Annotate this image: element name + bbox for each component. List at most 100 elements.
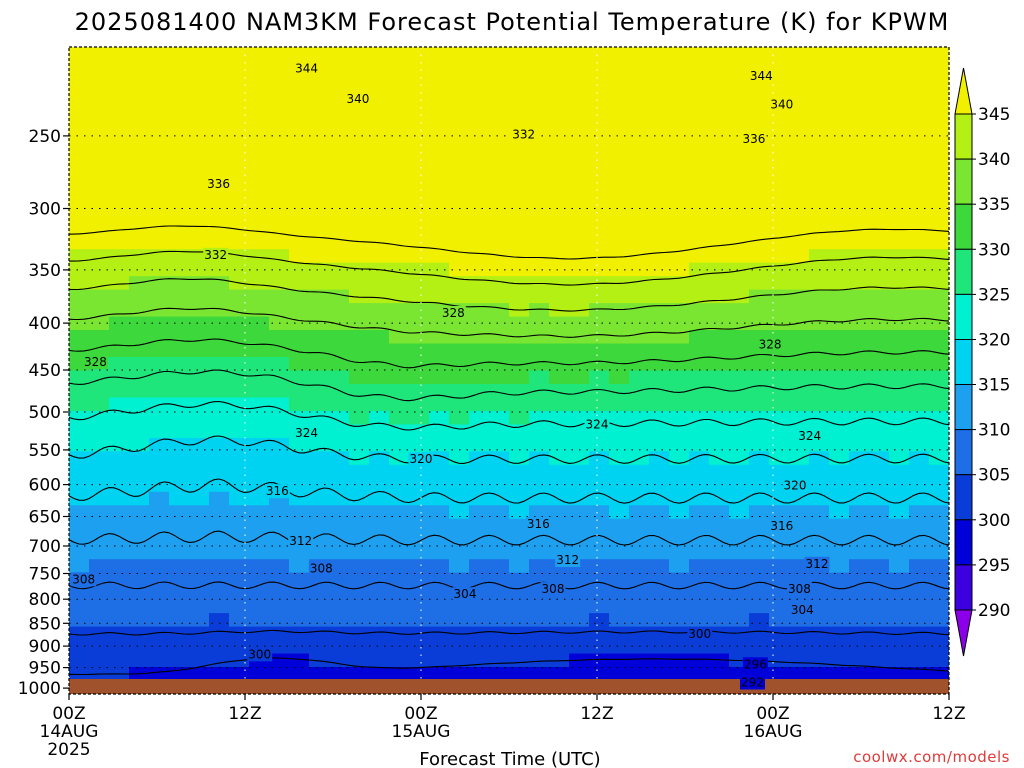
field-cell xyxy=(129,464,150,479)
field-cell xyxy=(929,478,949,493)
field-cell xyxy=(369,599,390,614)
field-cell xyxy=(429,154,450,169)
field-cell xyxy=(869,437,890,452)
field-cell xyxy=(329,491,350,506)
field-cell xyxy=(69,114,90,129)
field-cell xyxy=(829,518,850,533)
field-cell xyxy=(929,559,949,574)
contour-label: 340 xyxy=(346,92,369,106)
field-cell xyxy=(449,47,470,62)
field-cell xyxy=(429,208,450,223)
field-cell xyxy=(369,127,390,142)
field-cell xyxy=(469,559,490,574)
field-cell xyxy=(429,87,450,102)
field-cell xyxy=(549,235,570,250)
field-cell xyxy=(749,357,770,372)
field-cell xyxy=(809,60,830,75)
field-cell xyxy=(409,505,430,520)
field-cell xyxy=(589,303,610,318)
field-cell xyxy=(229,451,250,466)
field-cell xyxy=(69,653,90,668)
field-cell xyxy=(569,599,590,614)
field-cell xyxy=(749,599,770,614)
field-cell xyxy=(749,316,770,331)
field-cell xyxy=(109,559,130,574)
field-cell xyxy=(489,60,510,75)
field-cell xyxy=(129,262,150,277)
field-cell xyxy=(249,667,270,682)
field-cell xyxy=(149,613,170,628)
field-cell xyxy=(229,330,250,345)
field-cell xyxy=(369,249,390,264)
field-cell xyxy=(809,235,830,250)
field-cell xyxy=(569,626,590,641)
field-cell xyxy=(789,235,810,250)
field-cell xyxy=(69,505,90,520)
field-cell xyxy=(129,410,150,426)
field-cell xyxy=(329,437,350,452)
field-cell xyxy=(289,343,310,358)
field-cell xyxy=(349,613,370,628)
field-cell xyxy=(469,316,490,331)
field-cell xyxy=(589,653,610,668)
field-cell xyxy=(329,613,350,628)
field-cell xyxy=(609,303,630,318)
field-cell xyxy=(849,289,870,304)
field-cell xyxy=(329,60,350,75)
field-cell xyxy=(69,518,90,533)
field-cell xyxy=(669,357,690,372)
field-cell xyxy=(409,653,430,668)
field-cell xyxy=(189,303,210,318)
colorbar-swatch xyxy=(954,293,973,340)
field-cell xyxy=(669,154,690,169)
field-cell xyxy=(889,599,910,614)
field-cell xyxy=(509,195,530,210)
field-cell xyxy=(489,47,510,62)
field-cell xyxy=(849,100,870,115)
field-cell xyxy=(429,100,450,115)
field-cell xyxy=(189,383,210,399)
field-cell xyxy=(449,208,470,223)
field-cell xyxy=(409,235,430,250)
field-cell xyxy=(629,464,650,479)
field-cell xyxy=(809,222,830,237)
field-cell xyxy=(109,235,130,250)
field-cell xyxy=(709,613,730,628)
field-cell xyxy=(89,195,110,210)
field-cell xyxy=(469,451,490,466)
field-cell xyxy=(829,262,850,277)
field-cell xyxy=(229,127,250,142)
field-cell xyxy=(489,586,510,601)
field-cell xyxy=(89,545,110,560)
field-cell xyxy=(69,397,90,412)
field-cell xyxy=(649,168,670,183)
field-cell xyxy=(509,343,530,358)
field-cell xyxy=(89,330,110,345)
contour-label-bg xyxy=(71,572,97,587)
field-cell xyxy=(109,168,130,183)
field-cell xyxy=(569,235,590,250)
field-cell xyxy=(209,383,230,399)
field-cell xyxy=(709,330,730,345)
field-cell xyxy=(129,114,150,129)
field-cell xyxy=(169,60,190,75)
field-cell xyxy=(609,451,630,466)
field-cell xyxy=(289,451,310,466)
field-cell xyxy=(149,316,170,331)
field-cell xyxy=(749,572,770,587)
field-cell xyxy=(189,127,210,142)
field-cell xyxy=(329,626,350,641)
field-cell xyxy=(329,127,350,142)
field-cell xyxy=(729,208,750,223)
field-cell xyxy=(629,667,650,682)
field-cell xyxy=(729,195,750,210)
contour-label: 344 xyxy=(750,69,773,83)
field-cell xyxy=(689,127,710,142)
colorbar-swatch xyxy=(954,564,973,611)
field-cell xyxy=(169,572,190,587)
field-cell xyxy=(409,559,430,574)
field-cell xyxy=(389,599,410,614)
field-cell xyxy=(529,437,550,452)
field-cell xyxy=(589,491,610,506)
